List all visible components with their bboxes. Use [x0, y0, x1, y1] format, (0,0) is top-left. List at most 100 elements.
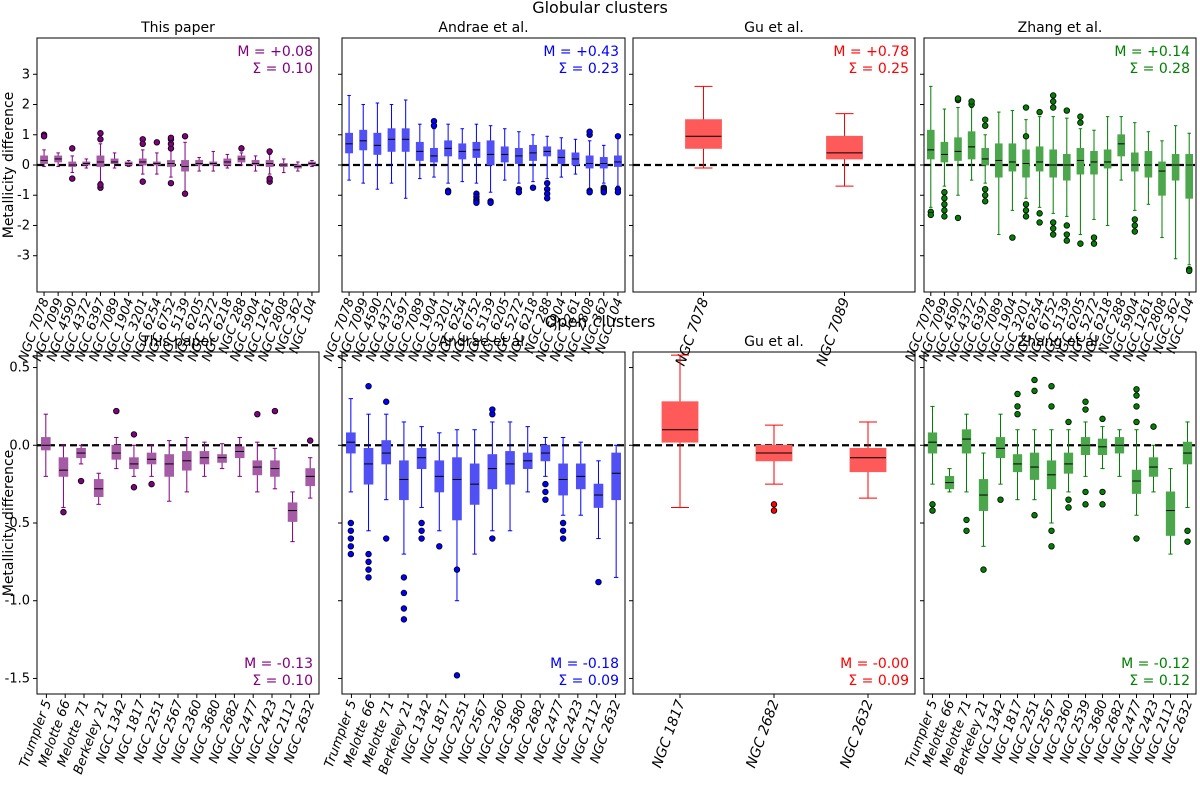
outlier-point: [954, 214, 962, 222]
y-axis-label: Metallicity difference: [1, 92, 17, 239]
box-0: [927, 85, 935, 219]
box-5: [129, 431, 139, 491]
box-8: [487, 406, 498, 542]
y-tick-label: -1: [17, 188, 30, 203]
stat-sigma: Σ = 0.23: [558, 61, 619, 77]
box-13: [1148, 423, 1159, 493]
outlier-point: [1133, 386, 1140, 393]
outlier-point: [929, 507, 936, 514]
panel-title: Andrae et al.: [438, 334, 528, 350]
box-12: [252, 410, 263, 493]
box-iqr: [346, 432, 356, 454]
outlier-point: [614, 189, 622, 196]
outlier-point: [1082, 488, 1089, 496]
box-4: [981, 116, 989, 205]
outlier-point: [418, 519, 425, 527]
outlier-point: [1036, 108, 1043, 116]
box-iqr: [1103, 149, 1112, 169]
outlier-point: [543, 179, 551, 187]
outlier-point: [347, 535, 355, 542]
box-16: [265, 148, 274, 185]
box-iqr: [181, 160, 189, 172]
outlier-point: [982, 116, 989, 123]
box-3: [387, 104, 396, 184]
panel-open-6: Gu et al. NGC 1817 NGC 2682 NGC 2632 M = -0.…: [629, 334, 916, 770]
box-1: [58, 444, 69, 516]
box-19: [613, 133, 622, 196]
box-3: [967, 98, 976, 181]
outlier-point: [167, 179, 175, 187]
box-iqr: [96, 155, 105, 167]
box-4: [96, 130, 105, 191]
outlier-point: [181, 190, 189, 197]
box-iqr: [1080, 437, 1091, 456]
box-iqr: [287, 502, 298, 522]
box-iqr: [195, 160, 204, 166]
outlier-point: [473, 199, 480, 206]
outlier-point: [40, 133, 48, 140]
stat-mean: M = +0.78: [833, 44, 909, 60]
box-iqr: [234, 446, 245, 459]
box-12: [558, 437, 568, 542]
stat-sigma: Σ = 0.25: [848, 61, 909, 77]
box-5: [110, 152, 119, 169]
outlier-point: [1184, 527, 1191, 534]
outlier-point: [1049, 219, 1057, 226]
outlier-point: [982, 185, 989, 193]
box-18: [293, 161, 302, 172]
box-2: [373, 102, 382, 190]
panel-title: This paper: [140, 334, 215, 350]
box-11: [195, 156, 204, 172]
box-iqr: [849, 447, 887, 473]
box-4: [995, 413, 1006, 503]
box-15: [305, 437, 315, 499]
outlier-point: [1049, 225, 1057, 232]
box-7: [444, 123, 453, 196]
outlier-point: [614, 133, 622, 140]
y-tick-label: 0.5: [9, 361, 30, 376]
box-iqr: [305, 468, 315, 487]
outlier-point: [542, 488, 549, 496]
outlier-point: [941, 189, 948, 196]
outlier-point: [444, 189, 452, 196]
box-8: [152, 139, 161, 175]
outlier-point: [963, 516, 970, 524]
outlier-point: [1065, 496, 1072, 503]
box-13: [1103, 116, 1112, 226]
box-iqr: [557, 149, 566, 164]
box-iqr: [613, 155, 622, 167]
box-iqr: [363, 447, 374, 485]
box-7: [138, 136, 147, 185]
box-11: [234, 437, 245, 477]
box-iqr: [217, 454, 227, 463]
outlier-point: [1133, 418, 1140, 426]
outlier-point: [1063, 107, 1070, 114]
x-tick-label: NGC 7089: [814, 296, 853, 368]
outlier-point: [1063, 237, 1070, 244]
box-18: [599, 144, 608, 196]
box-2: [76, 444, 86, 485]
outlier-point: [365, 558, 372, 566]
panel-globular-0: This paper -3 -2 -1 0 1 2 3 Metallicity differen…: [1, 20, 321, 363]
box-15: [611, 444, 621, 578]
box-iqr: [381, 440, 392, 465]
box-6: [430, 117, 438, 178]
y-tick-label: -1.5: [5, 671, 30, 686]
box-iqr: [981, 147, 989, 166]
box-13: [223, 153, 232, 169]
y-tick-label: 0.0: [9, 438, 30, 453]
outlier-point: [595, 578, 602, 586]
outlier-point: [97, 136, 104, 143]
box-0: [345, 94, 354, 181]
outlier-point: [139, 140, 146, 148]
box-iqr: [401, 128, 410, 152]
box-13: [529, 134, 537, 191]
box-iqr: [661, 401, 699, 443]
box-7: [164, 440, 174, 502]
outlier-point: [1022, 201, 1030, 208]
panel-title: Andrae et al.: [438, 20, 528, 36]
outlier-point: [1077, 240, 1084, 247]
outlier-point: [1049, 104, 1057, 111]
panel-title: Gu et al.: [744, 334, 804, 350]
box-iqr: [927, 129, 935, 160]
